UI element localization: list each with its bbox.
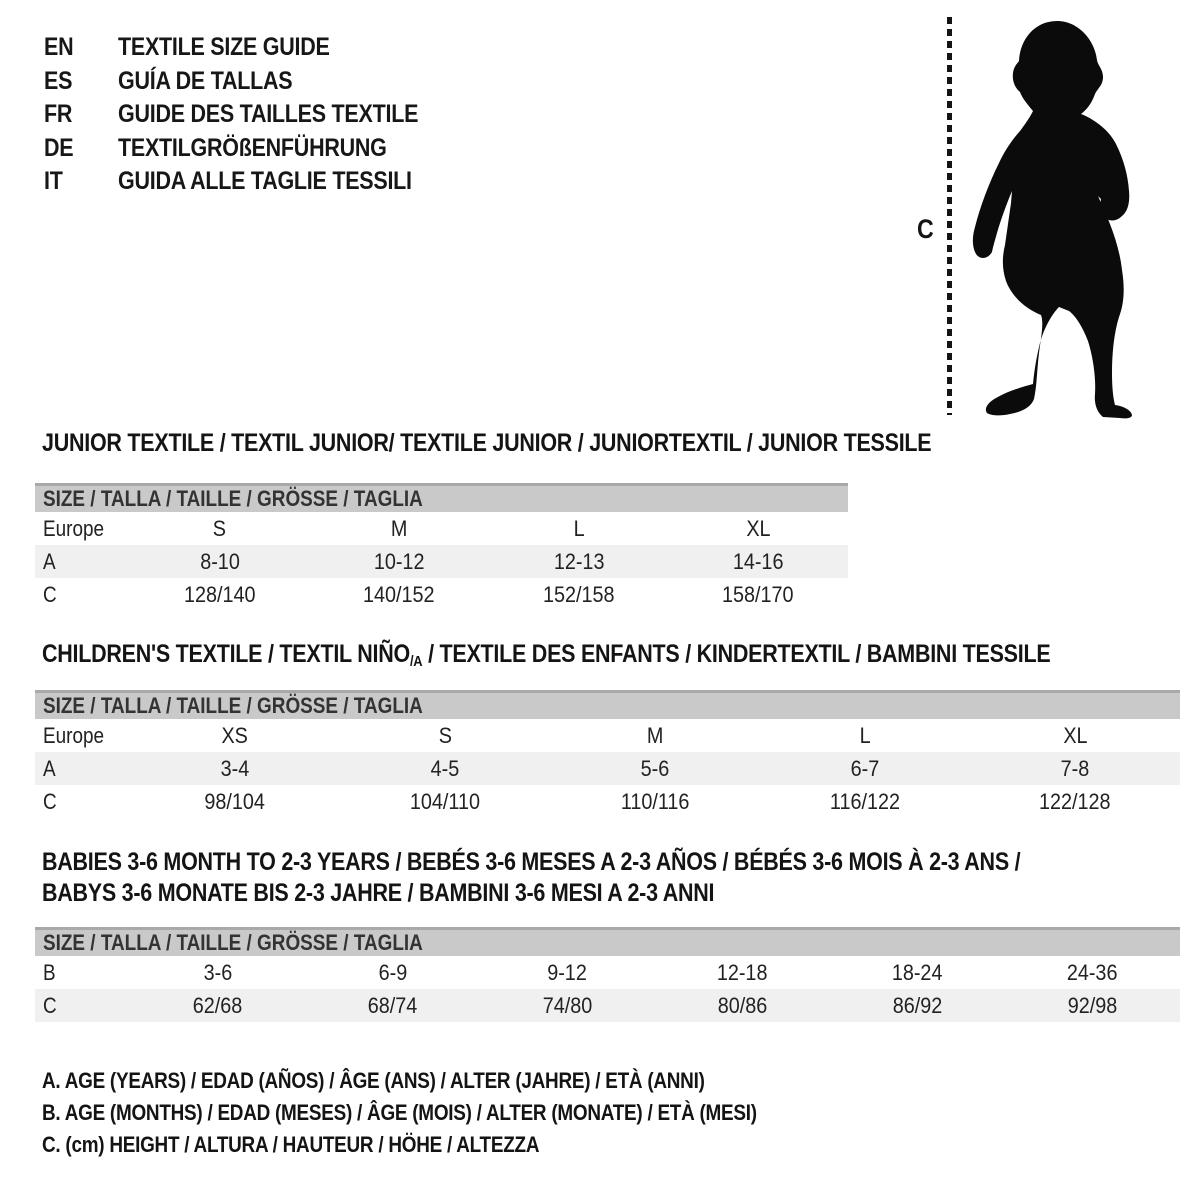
size-cell: 6-9 [378, 959, 407, 985]
size-cell: 5-6 [640, 755, 670, 781]
section-title-text: BABIES 3-6 MONTH TO 2-3 YEARS / BEBÉS 3-… [42, 848, 1021, 876]
section-title-junior: JUNIOR TEXTILE / TEXTIL JUNIOR/ TEXTILE … [42, 429, 1076, 458]
babies-size-table: SIZE / TALLA / TAILLE / GRÖSSE / TAGLIA … [35, 927, 1180, 1022]
section-title-text: JUNIOR TEXTILE / TEXTIL JUNIOR/ TEXTILE … [42, 429, 932, 457]
section-title-text: CHILDREN'S TEXTILE / TEXTIL NIÑO/A / TEX… [42, 640, 1051, 671]
size-cell: 122/128 [1039, 788, 1111, 814]
section-title-children: CHILDREN'S TEXTILE / TEXTIL NIÑO/A / TEX… [42, 640, 1200, 670]
language-title-block: EN TEXTILE SIZE GUIDE ES GUÍA DE TALLAS … [44, 33, 467, 201]
row-label: A [43, 548, 56, 574]
table-header-band: SIZE / TALLA / TAILLE / GRÖSSE / TAGLIA [35, 690, 1180, 719]
size-cell: 3-6 [203, 959, 232, 985]
table-header-text: SIZE / TALLA / TAILLE / GRÖSSE / TAGLIA [43, 693, 423, 718]
size-cell: 4-5 [430, 755, 460, 781]
size-cell: M [390, 515, 408, 541]
size-cell: 7-8 [1060, 755, 1090, 781]
size-cell: 12-13 [553, 548, 605, 574]
lang-code: IT [44, 167, 63, 195]
size-cell: 6-7 [850, 755, 880, 781]
lang-code: DE [44, 133, 74, 162]
size-cell: 10-12 [373, 548, 425, 574]
size-cell: L [859, 722, 871, 748]
size-cell: 92/98 [1067, 992, 1118, 1018]
lang-code: FR [44, 100, 73, 128]
size-cell: S [213, 515, 227, 541]
legend-line-b: B. AGE (MONTHS) / EDAD (MESES) / ÂGE (MO… [42, 1100, 757, 1125]
size-cell: M [646, 722, 664, 748]
row-label: Europe [43, 515, 105, 541]
table-header-text: SIZE / TALLA / TAILLE / GRÖSSE / TAGLIA [43, 486, 423, 511]
size-cell: L [573, 515, 585, 541]
row-label: C [43, 992, 57, 1018]
legend-line-a: A. AGE (YEARS) / EDAD (AÑOS) / ÂGE (ANS)… [42, 1068, 705, 1093]
size-cell: 104/110 [409, 788, 481, 814]
size-cell: 152/158 [542, 581, 615, 607]
size-cell: 140/152 [363, 581, 436, 607]
size-cell: 3-4 [220, 755, 250, 781]
junior-size-table: SIZE / TALLA / TAILLE / GRÖSSE / TAGLIA … [35, 483, 848, 611]
table-header-band: SIZE / TALLA / TAILLE / GRÖSSE / TAGLIA [35, 483, 848, 512]
size-cell: 62/68 [192, 992, 243, 1018]
row-label: C [43, 581, 57, 607]
section-title-text: BABYS 3-6 MONATE BIS 2-3 JAHRE / BAMBINI… [42, 879, 715, 907]
size-cell: 98/104 [204, 788, 266, 814]
height-measure-label: C [917, 214, 934, 244]
size-cell: 8-10 [199, 548, 240, 574]
table-row-europe: Europe S M L XL [35, 512, 848, 545]
table-header-band: SIZE / TALLA / TAILLE / GRÖSSE / TAGLIA [35, 927, 1180, 956]
size-cell: 116/122 [829, 788, 901, 814]
size-cell: 18-24 [892, 959, 943, 985]
lang-title: TEXTILE SIZE GUIDE [118, 33, 330, 61]
section-title-babies-line1: BABIES 3-6 MONTH TO 2-3 YEARS / BEBÉS 3-… [42, 848, 1180, 877]
nino-a-subscript: /A [409, 653, 423, 671]
table-row-europe: Europe XS S M L XL [35, 719, 1180, 752]
size-cell: XS [221, 722, 249, 748]
children-size-table: SIZE / TALLA / TAILLE / GRÖSSE / TAGLIA … [35, 690, 1180, 818]
lang-title: TEXTILGRÖßENFÜHRUNG [118, 133, 387, 162]
lang-row-es: ES GUÍA DE TALLAS [44, 67, 467, 101]
legend-line-c: C. (cm) HEIGHT / ALTURA / HAUTEUR / HÖHE… [42, 1132, 540, 1157]
table-row-height: C 128/140 140/152 152/158 158/170 [35, 578, 848, 611]
section-title-babies-line2: BABYS 3-6 MONATE BIS 2-3 JAHRE / BAMBINI… [42, 879, 824, 908]
lang-title: GUIDE DES TAILLES TEXTILE [118, 100, 419, 128]
table-row-height: C 62/68 68/74 74/80 80/86 86/92 92/98 [35, 989, 1180, 1022]
size-cell: 24-36 [1067, 959, 1118, 985]
table-row-height: C 98/104 104/110 110/116 116/122 122/128 [35, 785, 1180, 818]
row-label: C [43, 788, 57, 814]
size-cell: 12-18 [717, 959, 768, 985]
size-cell: 74/80 [542, 992, 593, 1018]
lang-row-fr: FR GUIDE DES TAILLES TEXTILE [44, 100, 467, 134]
lang-row-it: IT GUIDA ALLE TAGLIE TESSILI [44, 167, 467, 201]
row-label: A [43, 755, 56, 781]
lang-row-de: DE TEXTILGRÖßENFÜHRUNG [44, 134, 467, 168]
table-header-text: SIZE / TALLA / TAILLE / GRÖSSE / TAGLIA [43, 930, 423, 955]
size-cell: 128/140 [183, 581, 256, 607]
size-cell: 80/86 [717, 992, 768, 1018]
table-row-months: B 3-6 6-9 9-12 12-18 18-24 24-36 [35, 956, 1180, 989]
toddler-silhouette-icon [972, 21, 1132, 419]
lang-row-en: EN TEXTILE SIZE GUIDE [44, 33, 467, 67]
lang-title: GUÍA DE TALLAS [118, 66, 293, 95]
size-cell: XL [746, 515, 771, 541]
lang-code: EN [44, 33, 74, 61]
row-label: Europe [43, 722, 105, 748]
size-cell: 86/92 [892, 992, 943, 1018]
size-cell: 158/170 [722, 581, 795, 607]
lang-code: ES [44, 66, 73, 95]
table-row-age: A 8-10 10-12 12-13 14-16 [35, 545, 848, 578]
size-cell: 110/116 [620, 788, 690, 814]
row-label: B [43, 959, 56, 985]
size-cell: 9-12 [547, 959, 588, 985]
lang-title: GUIDA ALLE TAGLIE TESSILI [118, 167, 412, 195]
height-dashed-line [947, 17, 952, 415]
size-cell: XL [1062, 722, 1088, 748]
measure-legend: A. AGE (YEARS) / EDAD (AÑOS) / ÂGE (ANS)… [42, 1068, 873, 1164]
size-cell: 14-16 [732, 548, 784, 574]
table-row-age: A 3-4 4-5 5-6 6-7 7-8 [35, 752, 1180, 785]
size-cell: S [438, 722, 452, 748]
size-cell: 68/74 [367, 992, 418, 1018]
